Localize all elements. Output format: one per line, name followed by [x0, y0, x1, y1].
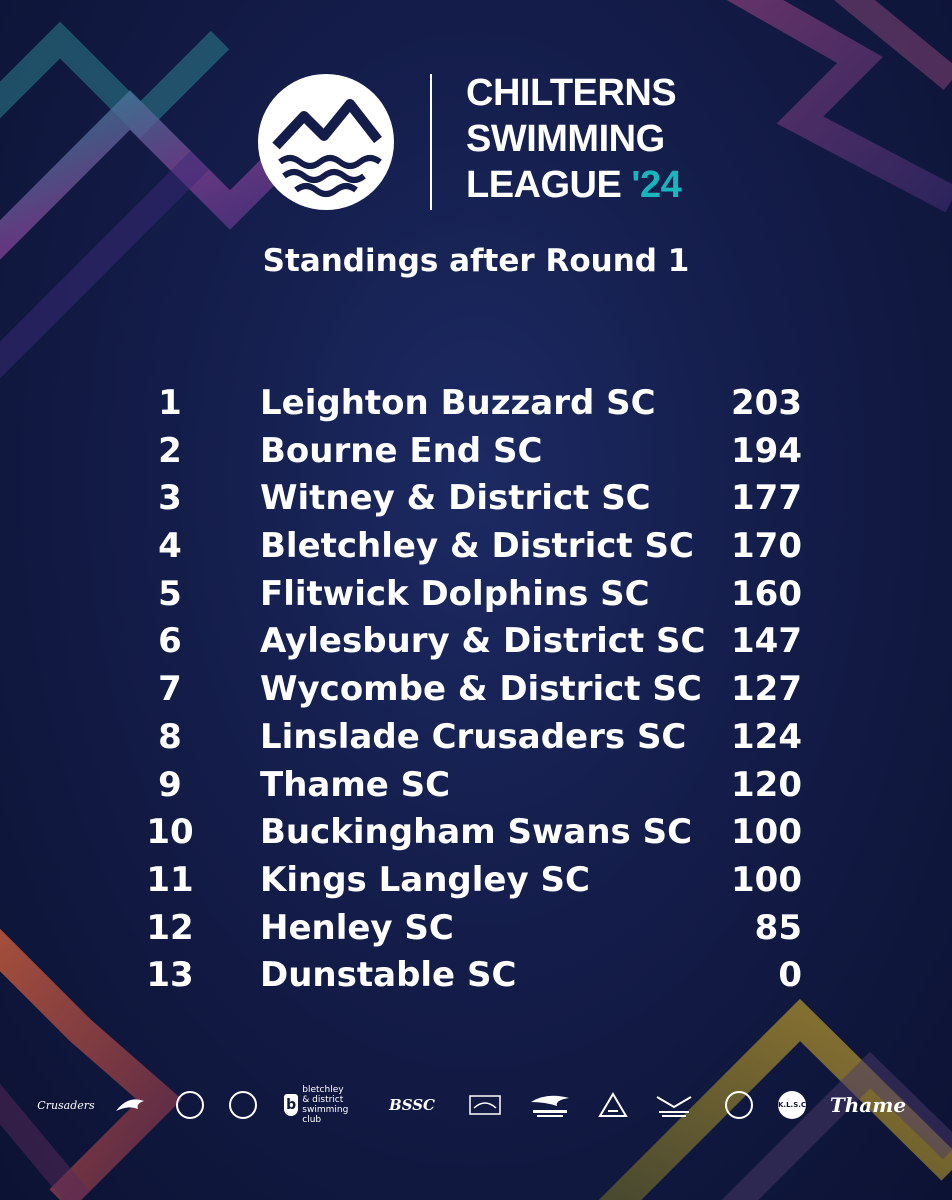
league-title-word: LEAGUE — [466, 164, 622, 206]
thame-logo-text: Thame — [829, 1093, 907, 1117]
club-name-cell: Buckingham Swans SC — [260, 812, 693, 853]
position-cell: 7 — [158, 669, 182, 710]
crusaders-logo-text: Crusaders — [37, 1098, 95, 1112]
position-cell: 12 — [146, 907, 194, 948]
bssc-logo-text: BSSC — [389, 1096, 435, 1114]
thame-logo: Thame — [830, 1088, 906, 1122]
bletchley-logo: b bletchley & district swimming club — [284, 1085, 356, 1125]
standings-row: 5 Flitwick Dolphins SC 160 — [0, 571, 952, 619]
position-cell: 11 — [146, 859, 194, 900]
league-title-line-1: CHILTERNS — [466, 72, 677, 114]
points-cell: 100 — [731, 859, 802, 900]
points-cell: 127 — [731, 669, 802, 710]
position-cell: 9 — [158, 764, 182, 805]
points-cell: 160 — [731, 573, 802, 614]
standings-row: 12 Henley SC 85 — [0, 905, 952, 953]
position-cell: 13 — [146, 955, 194, 996]
bletchley-line-3: swimming club — [302, 1105, 349, 1125]
bletchley-line-2: & district — [302, 1095, 344, 1105]
league-title-line-2: SWIMMING — [466, 118, 665, 160]
points-cell: 203 — [731, 383, 802, 423]
dolphin-logo-icon — [112, 1088, 152, 1122]
club-name-cell: Flitwick Dolphins SC — [260, 573, 650, 614]
club-name-cell: Linslade Crusaders SC — [260, 716, 687, 757]
position-cell: 2 — [158, 430, 182, 471]
club-name-cell: Leighton Buzzard SC — [260, 383, 656, 423]
position-cell: 1 — [158, 383, 182, 423]
club-name-cell: Bletchley & District SC — [260, 526, 694, 567]
club-name-cell: Aylesbury & District SC — [260, 621, 706, 662]
standings-row: 4 Bletchley & District SC 170 — [0, 523, 952, 571]
points-cell: 177 — [731, 478, 802, 519]
league-title-line-3: LEAGUE '24 — [466, 162, 766, 208]
bletchley-line-1: bletchley — [302, 1085, 344, 1095]
klsc-logo: K.L.S.C — [777, 1088, 807, 1122]
standings-row: 3 Witney & District SC 177 — [0, 475, 952, 523]
standings-table: 1 Leighton Buzzard SC 203 2 Bourne End SC 194… — [0, 380, 952, 1000]
position-cell: 5 — [158, 573, 182, 614]
aylesbury-logo-icon — [228, 1088, 258, 1122]
bssc-logo: BSSC — [380, 1088, 444, 1122]
henley-logo-icon — [724, 1088, 754, 1122]
leighton-buzzard-logo-icon — [526, 1088, 574, 1122]
standings-row: 2 Bourne End SC 194 — [0, 428, 952, 476]
standings-row: 1 Leighton Buzzard SC 203 — [0, 380, 952, 428]
league-logo-icon — [258, 74, 394, 210]
standings-row: 11 Kings Langley SC 100 — [0, 857, 952, 905]
league-year: '24 — [631, 164, 682, 206]
position-cell: 4 — [158, 526, 182, 567]
position-cell: 3 — [158, 478, 182, 519]
bourne-end-logo-icon — [466, 1088, 504, 1122]
points-cell: 170 — [731, 526, 802, 567]
dunstable-logo-icon — [596, 1088, 630, 1122]
points-cell: 100 — [731, 812, 802, 853]
club-name-cell: Kings Langley SC — [260, 859, 590, 900]
position-cell: 8 — [158, 716, 182, 757]
position-cell: 10 — [146, 812, 194, 853]
points-cell: 120 — [731, 764, 802, 805]
standings-row: 6 Aylesbury & District SC 147 — [0, 618, 952, 666]
standings-row: 9 Thame SC 120 — [0, 762, 952, 810]
header: CHILTERNS SWIMMING LEAGUE '24 Standings … — [0, 0, 952, 300]
club-name-cell: Witney & District SC — [260, 478, 651, 519]
klsc-logo-text: K.L.S.C — [778, 1091, 806, 1119]
bletchley-logo-text: bletchley & district swimming club — [302, 1085, 356, 1125]
wycombe-logo-icon — [652, 1088, 696, 1122]
points-cell: 85 — [754, 907, 802, 948]
standings-row: 10 Buckingham Swans SC 100 — [0, 809, 952, 857]
standings-row: 8 Linslade Crusaders SC 124 — [0, 714, 952, 762]
standings-row: 13 Dunstable SC 0 — [0, 952, 952, 1000]
league-title: CHILTERNS SWIMMING LEAGUE '24 — [466, 70, 766, 208]
witney-logo-icon — [175, 1088, 205, 1122]
standings-row: 7 Wycombe & District SC 127 — [0, 666, 952, 714]
crusaders-logo: Crusaders — [36, 1088, 96, 1122]
club-name-cell: Dunstable SC — [260, 955, 517, 996]
club-name-cell: Bourne End SC — [260, 430, 543, 471]
points-cell: 194 — [731, 430, 802, 471]
page-subtitle: Standings after Round 1 — [262, 243, 690, 279]
club-name-cell: Wycombe & District SC — [260, 669, 702, 710]
points-cell: 124 — [731, 716, 802, 757]
club-name-cell: Henley SC — [260, 907, 454, 948]
bletchley-badge-icon: b — [284, 1094, 299, 1116]
header-divider — [430, 74, 432, 210]
position-cell: 6 — [158, 621, 182, 662]
club-logos-strip: Crusaders b bletchley & district swimmin… — [0, 1080, 952, 1130]
points-cell: 147 — [731, 621, 802, 662]
club-name-cell: Thame SC — [260, 764, 451, 805]
points-cell: 0 — [778, 955, 802, 996]
